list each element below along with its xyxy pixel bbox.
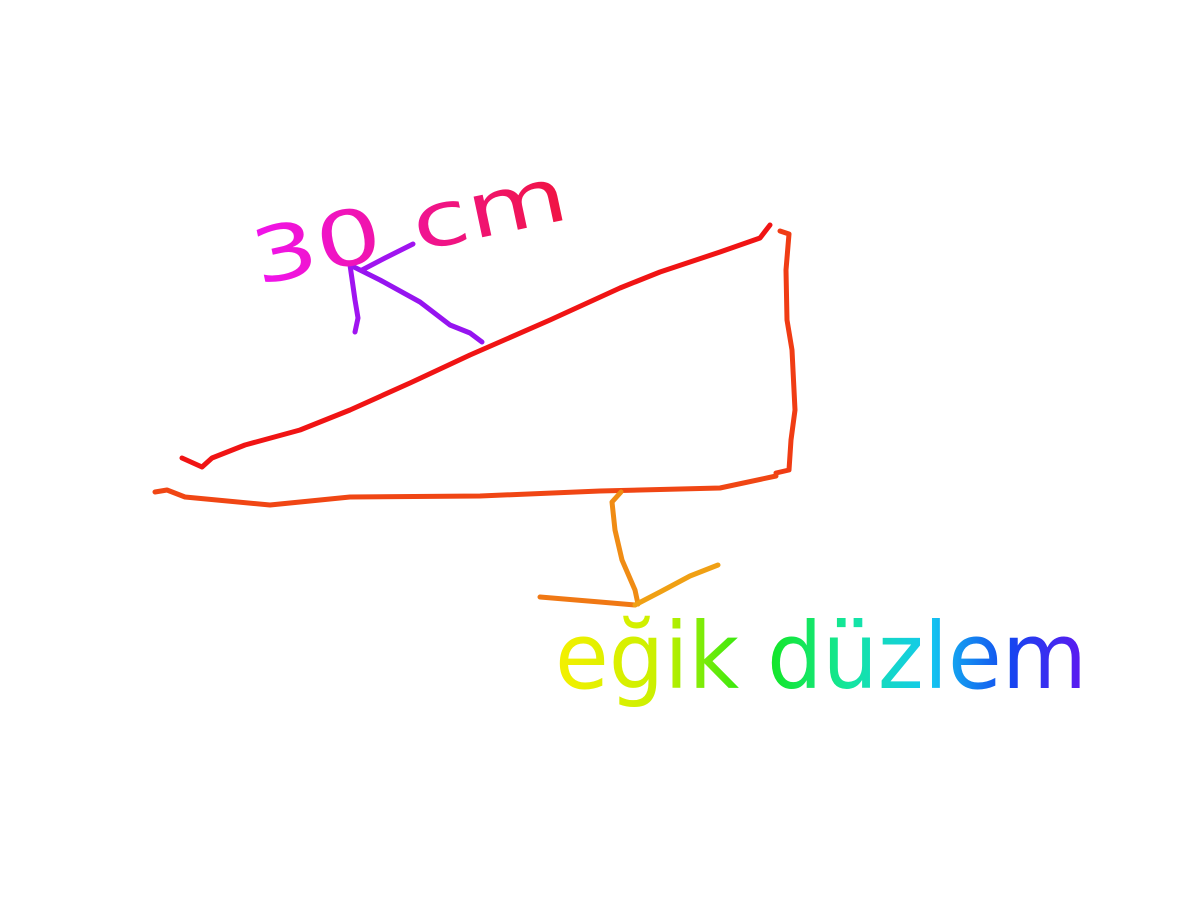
plane-label: eğik düzlem <box>555 603 1087 710</box>
length-label: 30 cm <box>243 149 575 303</box>
pointer-line <box>609 489 641 607</box>
hypotenuse <box>179 222 773 470</box>
arrow-head <box>347 241 416 335</box>
base <box>152 473 779 508</box>
pointer-tail <box>632 562 721 608</box>
arrow-shaft <box>347 262 485 345</box>
pointer-bar <box>537 594 638 608</box>
vertical-side <box>773 228 798 476</box>
